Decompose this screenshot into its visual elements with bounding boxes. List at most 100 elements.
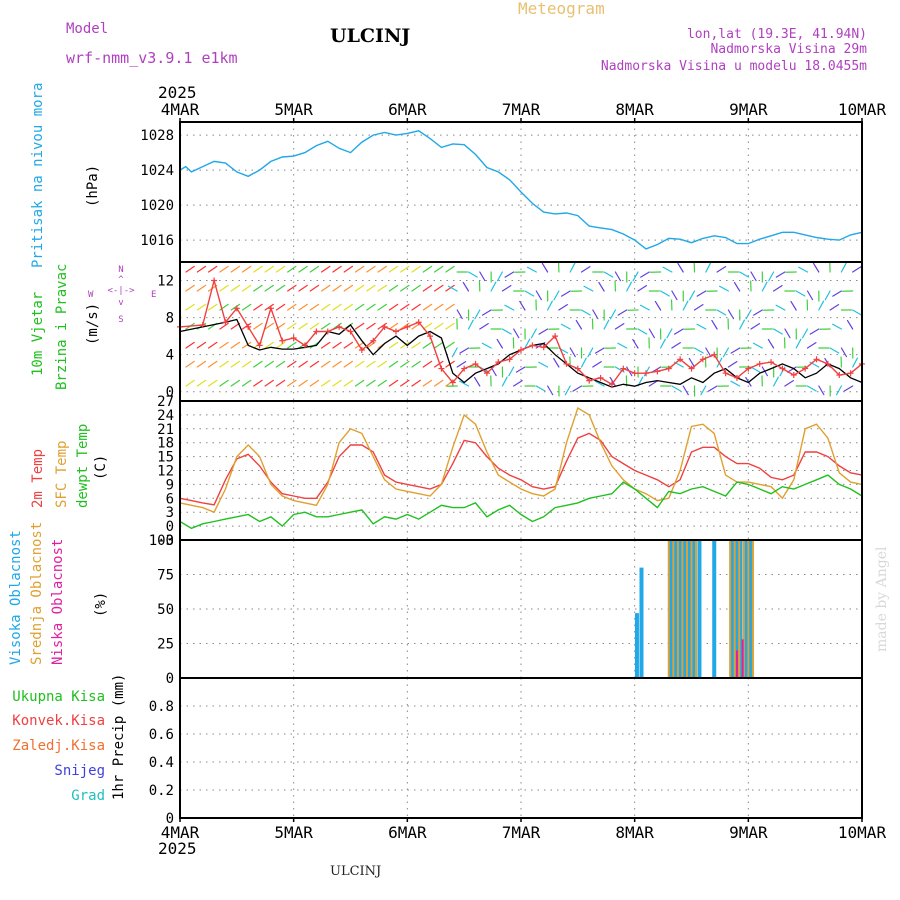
cloud-bar: [751, 540, 754, 678]
gust-marker: [597, 374, 604, 381]
wind-barb: [253, 303, 263, 311]
wind-barb: [768, 271, 775, 282]
wind-barb: [298, 379, 308, 387]
wind-barb: [241, 360, 252, 368]
gust-marker: [620, 365, 627, 372]
wind-barb: [501, 328, 512, 335]
wind-barb: [716, 266, 727, 273]
wind-barb: [775, 271, 786, 278]
coordinates-label: lon,lat (19.3E, 41.94N): [687, 27, 867, 42]
gust-marker: [336, 323, 343, 330]
wind-barb: [459, 347, 470, 354]
gust-marker: [472, 360, 479, 367]
wind-barb: [553, 290, 560, 301]
wind-barb: [546, 385, 554, 396]
gust-marker: [483, 370, 490, 377]
wind-barb: [343, 303, 354, 311]
wind-barb: [185, 341, 195, 349]
wind-barb: [354, 379, 365, 387]
wind-barb: [603, 319, 610, 330]
wind-barb: [185, 360, 195, 368]
top-date-labels: 4MAR 5MAR 6MAR 7MAR 8MAR 9MAR 10MAR: [161, 100, 887, 119]
wind-barb: [852, 309, 862, 316]
gust-marker: [711, 351, 718, 358]
gust-marker: [381, 323, 388, 330]
wind-barb: [400, 303, 410, 311]
wind-barb: [504, 304, 515, 311]
wind-barb: [388, 265, 399, 273]
bottom-date-labels: 4MAR 5MAR 6MAR 7MAR 8MAR 9MAR 10MAR: [161, 823, 887, 842]
wind-barb: [643, 366, 650, 377]
wind-barb: [287, 303, 297, 311]
cloud-bar: [672, 540, 675, 678]
model-elevation-label: Nadmorska Visina u modelu 18.0455m: [601, 59, 867, 74]
wind-barb: [287, 265, 297, 273]
wind-barb: [388, 341, 399, 349]
wind-barb: [592, 361, 602, 368]
wind-barb: [219, 341, 229, 349]
gust-marker: [540, 344, 547, 351]
bottom-date-label: 10MAR: [838, 823, 887, 842]
wind-barb: [253, 265, 263, 273]
wind-barb: [648, 380, 659, 387]
wind-barb: [275, 265, 286, 273]
compass-rose: N ^ <-|-> W E v S: [88, 265, 156, 325]
wind-barb: [400, 341, 410, 349]
wind-barb: [230, 303, 241, 311]
y-tick-label: 8: [166, 311, 174, 327]
wind-barb: [501, 376, 508, 387]
wind-barb: [185, 265, 195, 273]
wind-barb: [411, 265, 421, 273]
wind-barb: [513, 380, 523, 387]
wind-barb: [422, 265, 433, 273]
wind-barb: [219, 379, 229, 387]
wind-barb: [809, 328, 820, 335]
svg-text:<-|->: <-|->: [107, 286, 135, 296]
wind-barb: [564, 385, 571, 396]
wind-barb: [569, 262, 576, 273]
wind-barb: [287, 341, 297, 349]
cloud-bar: [733, 540, 736, 678]
wind-barb: [219, 284, 229, 292]
wind-barb: [519, 300, 526, 311]
wind-barb: [674, 328, 684, 335]
panel-wind: 0 4 8 12: [157, 261, 865, 402]
wind-barb: [400, 284, 410, 292]
gust-marker: [563, 360, 570, 367]
wind-barb: [467, 319, 474, 330]
top-date-label: 8MAR: [615, 100, 654, 119]
cloud-bar: [741, 639, 744, 678]
wind-barb: [332, 341, 342, 349]
gust-marker: [586, 377, 593, 384]
wind-barb: [515, 366, 526, 373]
wind-barb: [806, 385, 817, 392]
top-date-label: 10MAR: [838, 100, 887, 119]
y-tick-label: 6: [166, 491, 174, 507]
credit-label: made by Angel: [874, 546, 890, 652]
wind-barb: [275, 360, 286, 368]
wind-barb: [241, 303, 252, 311]
wind-barb: [798, 266, 809, 273]
wind-barb: [185, 284, 195, 292]
bottom-date-label: 9MAR: [729, 823, 768, 842]
gust-marker: [574, 365, 581, 372]
station-title: ULCINJ: [330, 25, 410, 47]
cloud-bar: [681, 540, 684, 678]
wind-barb: [504, 271, 515, 278]
wind-barb: [716, 309, 727, 316]
wind-barb: [456, 361, 467, 368]
wind-barb: [275, 341, 286, 349]
model-name: wrf-nmm_v3.9.1 e1km: [66, 49, 238, 67]
wind-barb: [287, 360, 297, 368]
wind-barb: [501, 285, 512, 292]
wind-barb: [508, 366, 515, 377]
bottom-year-label: 2025: [158, 839, 197, 858]
wind-barb: [343, 360, 354, 368]
wind-barb: [434, 303, 444, 311]
wind-barb: [795, 290, 806, 297]
wind-barb: [377, 284, 387, 292]
wind-barb: [707, 385, 718, 392]
wind-barb: [840, 262, 847, 273]
wind-barb: [400, 360, 410, 368]
wind-barb: [343, 284, 354, 292]
